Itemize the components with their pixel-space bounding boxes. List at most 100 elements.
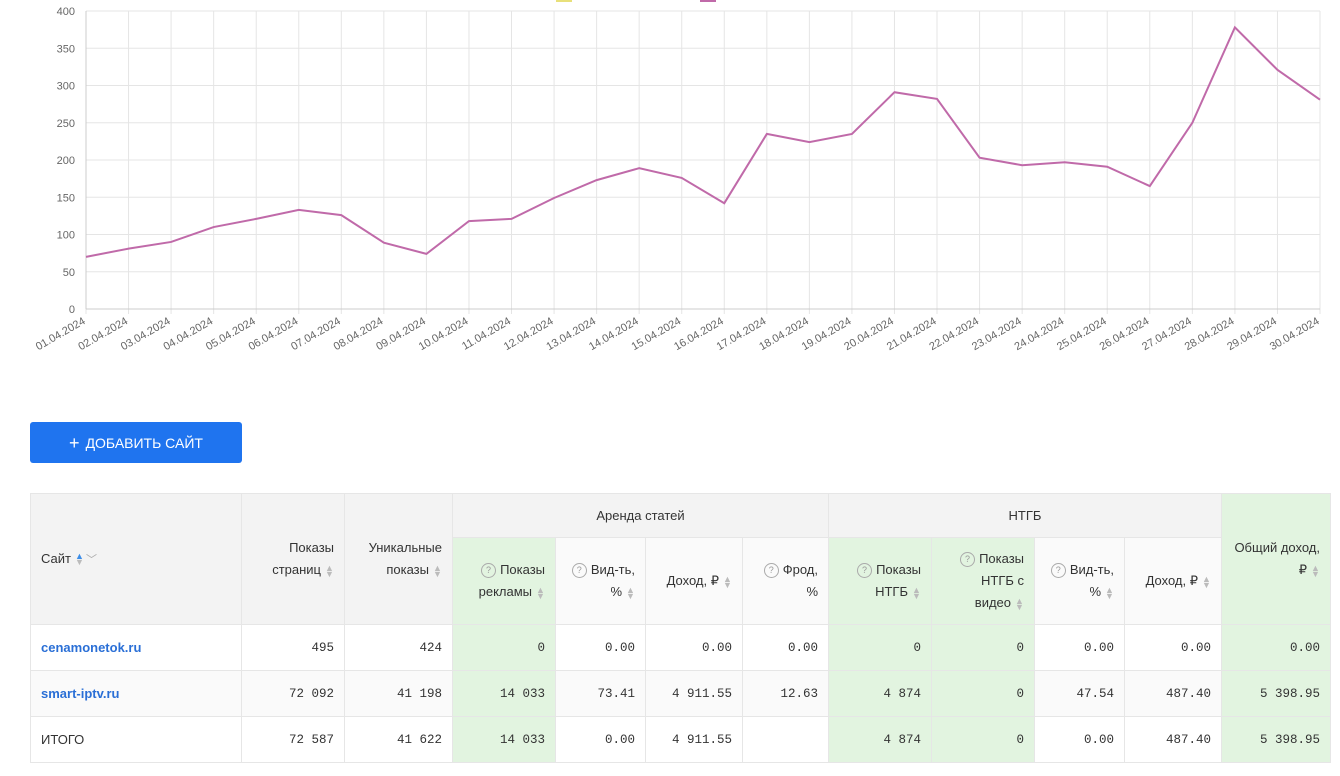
header-group-article-rent: Аренда статей <box>452 493 829 538</box>
y-tick-label: 250 <box>57 118 75 130</box>
sort-icon[interactable]: ▲ ▼ <box>75 551 84 568</box>
table-cell: 4 911.55 <box>645 716 743 763</box>
chart-legend <box>0 0 1340 2</box>
line-chart: 05010015020025030035040001.04.202402.04.… <box>34 6 1322 353</box>
table-cell: 0.00 <box>1034 624 1125 671</box>
header-unique[interactable]: Уникальные показы ▲ ▼ <box>344 493 453 625</box>
help-icon[interactable]: ? <box>857 563 873 579</box>
table-cell: 47.54 <box>1034 670 1125 717</box>
legend-swatch-series-1[interactable] <box>556 0 572 2</box>
y-tick-label: 400 <box>57 6 75 18</box>
table-row: cenamonetok.ru 495 424 0 0.00 0.00 0.00 0 0 0.00 0… <box>30 624 1331 671</box>
help-icon[interactable]: ? <box>1050 563 1066 579</box>
site-link[interactable]: cenamonetok.ru <box>30 624 242 671</box>
header-label: Сайт <box>41 550 71 566</box>
y-tick-label: 350 <box>57 43 75 55</box>
header-label: Вид-ть, % <box>590 562 635 599</box>
table-cell: 0.00 <box>555 716 646 763</box>
header-label: Фрод, % <box>782 562 818 599</box>
legend-swatch-series-2[interactable] <box>700 0 716 2</box>
header-viewability-2[interactable]: ? Вид-ть, % ▲ ▼ <box>1034 537 1125 625</box>
table-cell: 72 092 <box>241 670 345 717</box>
header-site[interactable]: Сайт ▲ ▼ ﹀ <box>30 493 242 625</box>
sort-icon[interactable]: ▲ ▼ <box>433 562 442 579</box>
header-fraud[interactable]: ? Фрод, % <box>742 537 829 625</box>
table-cell: 0 <box>931 716 1035 763</box>
header-label: Уникальные показы <box>368 540 442 577</box>
total-label: ИТОГО <box>30 716 242 763</box>
chevron-down-icon[interactable]: ﹀ <box>85 553 97 566</box>
header-ntgb-views[interactable]: ? Показы НТГБ ▲ ▼ <box>828 537 932 625</box>
help-icon[interactable]: ? <box>763 563 779 579</box>
table-cell: 14 033 <box>452 716 556 763</box>
add-site-button[interactable]: + ДОБАВИТЬ САЙТ <box>30 422 242 463</box>
table-cell: 4 874 <box>828 670 932 717</box>
sort-icon[interactable]: ▲ ▼ <box>723 573 732 590</box>
table-cell: 12.63 <box>742 670 829 717</box>
header-viewability-1[interactable]: ? Вид-ть, % ▲ ▼ <box>555 537 646 625</box>
table-cell: 487.40 <box>1124 670 1222 717</box>
add-site-label: ДОБАВИТЬ САЙТ <box>85 434 203 451</box>
header-total-income[interactable]: Общий доход, ₽ ▲ ▼ <box>1221 493 1331 625</box>
table-cell: 0.00 <box>1221 624 1331 671</box>
sort-icon[interactable]: ▲ ▼ <box>1311 562 1320 579</box>
table-cell: 14 033 <box>452 670 556 717</box>
table-cell: 41 198 <box>344 670 453 717</box>
table-row: smart-iptv.ru 72 092 41 198 14 033 73.41 4 91… <box>30 670 1331 717</box>
header-label: Показы НТГБ с видео <box>974 551 1024 610</box>
table-cell: 5 398.95 <box>1221 716 1331 763</box>
header-income-2[interactable]: Доход, ₽ ▲ ▼ <box>1124 537 1222 625</box>
header-ad-views[interactable]: ? Показы рекламы ▲ ▼ <box>452 537 556 625</box>
table-cell: 0.00 <box>555 624 646 671</box>
y-tick-label: 150 <box>57 192 75 204</box>
help-icon[interactable]: ? <box>481 563 497 579</box>
sort-icon[interactable]: ▲ ▼ <box>626 584 635 601</box>
y-tick-label: 0 <box>69 304 75 316</box>
table-cell: 4 874 <box>828 716 932 763</box>
table-cell: 0 <box>931 670 1035 717</box>
table-cell: 72 587 <box>241 716 345 763</box>
table-cell: 487.40 <box>1124 716 1222 763</box>
sort-icon[interactable]: ▲ ▼ <box>1105 584 1114 601</box>
table-cell: 0 <box>828 624 932 671</box>
sort-icon[interactable]: ▲ ▼ <box>1015 595 1024 612</box>
sort-icon[interactable]: ▲ ▼ <box>912 584 921 601</box>
table-cell: 495 <box>241 624 345 671</box>
header-label: Доход, ₽ <box>1145 573 1198 588</box>
table-cell <box>742 716 829 763</box>
table-cell: 73.41 <box>555 670 646 717</box>
table-cell: 5 398.95 <box>1221 670 1331 717</box>
table-cell: 0.00 <box>1124 624 1222 671</box>
help-icon[interactable]: ? <box>960 552 976 568</box>
table-cell: 0.00 <box>1034 716 1125 763</box>
header-label: Показы рекламы <box>478 562 545 599</box>
plus-icon: + <box>69 432 80 453</box>
sort-icon[interactable]: ▲ ▼ <box>1202 573 1211 590</box>
series-line <box>85 25 1321 258</box>
table-cell: 0.00 <box>742 624 829 671</box>
sort-icon[interactable]: ▲ ▼ <box>325 562 334 579</box>
table-cell: 41 622 <box>344 716 453 763</box>
y-tick-label: 50 <box>63 267 75 279</box>
header-page-views[interactable]: Показы страниц ▲ ▼ <box>241 493 345 625</box>
header-label: Доход, ₽ <box>666 573 719 588</box>
header-group-ntgb: НТГБ <box>828 493 1222 538</box>
header-label: Показы НТГБ <box>875 562 921 599</box>
header-ntgb-video[interactable]: ? Показы НТГБ с видео ▲ ▼ <box>931 537 1035 625</box>
total-row: ИТОГО 72 587 41 622 14 033 0.00 4 911.55 4 874… <box>30 716 1331 763</box>
y-tick-label: 100 <box>57 230 75 242</box>
site-link[interactable]: smart-iptv.ru <box>30 670 242 717</box>
header-label: Общий доход, ₽ <box>1234 540 1320 577</box>
table-cell: 4 911.55 <box>645 670 743 717</box>
table-cell: 0 <box>452 624 556 671</box>
table-cell: 424 <box>344 624 453 671</box>
header-income-1[interactable]: Доход, ₽ ▲ ▼ <box>645 537 743 625</box>
sort-icon[interactable]: ▲ ▼ <box>536 584 545 601</box>
header-label: Вид-ть, % <box>1069 562 1114 599</box>
y-tick-label: 200 <box>57 155 75 167</box>
header-label: Показы страниц <box>272 540 334 577</box>
table-cell: 0 <box>931 624 1035 671</box>
help-icon[interactable]: ? <box>571 563 587 579</box>
table-cell: 0.00 <box>645 624 743 671</box>
y-tick-label: 300 <box>57 81 75 93</box>
